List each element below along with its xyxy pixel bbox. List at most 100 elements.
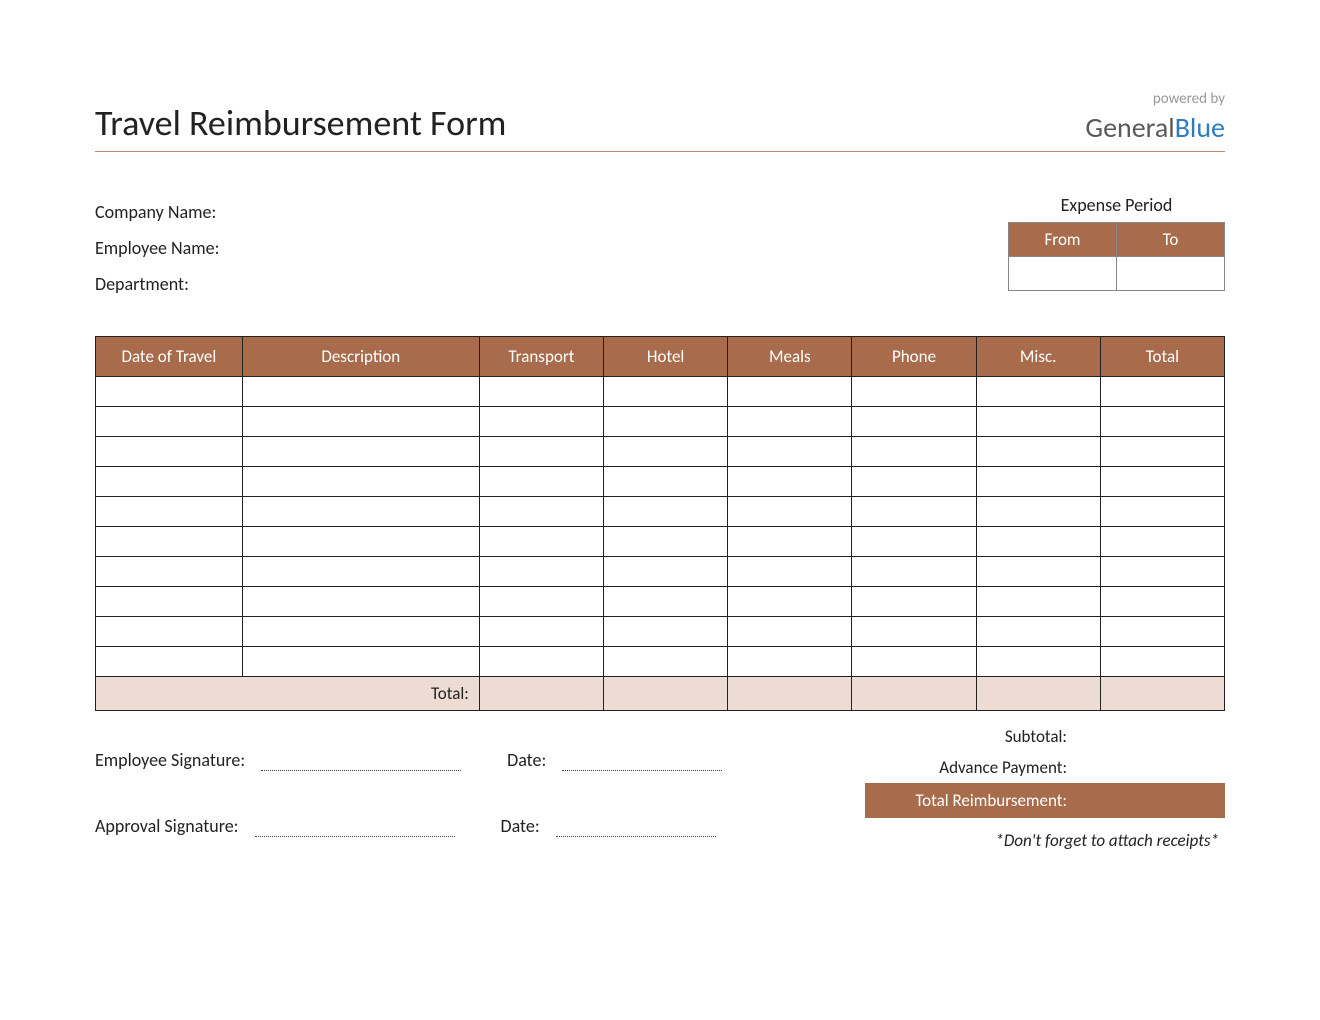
table-cell[interactable] [1100, 647, 1224, 677]
table-body: Total: [96, 377, 1225, 711]
table-cell[interactable] [242, 557, 479, 587]
expense-from-cell[interactable] [1009, 257, 1117, 291]
approval-date-line[interactable] [556, 836, 716, 837]
table-cell[interactable] [479, 497, 603, 527]
table-cell[interactable] [96, 527, 243, 557]
table-cell[interactable] [976, 647, 1100, 677]
table-cell[interactable] [242, 437, 479, 467]
table-cell[interactable] [976, 497, 1100, 527]
info-left: Company Name: Employee Name: Department: [95, 194, 219, 302]
table-cell[interactable] [479, 527, 603, 557]
table-cell[interactable] [96, 587, 243, 617]
table-cell[interactable] [479, 557, 603, 587]
table-cell[interactable] [728, 647, 852, 677]
table-cell[interactable] [1100, 377, 1224, 407]
table-cell[interactable] [1100, 527, 1224, 557]
table-cell[interactable] [604, 647, 728, 677]
table-cell[interactable] [976, 557, 1100, 587]
employee-signature-line[interactable] [261, 770, 461, 771]
employee-date-line[interactable] [562, 770, 722, 771]
table-cell[interactable] [604, 557, 728, 587]
table-cell[interactable] [728, 377, 852, 407]
table-row [96, 497, 1225, 527]
table-cell[interactable] [604, 527, 728, 557]
table-cell[interactable] [1100, 617, 1224, 647]
table-cell[interactable] [96, 617, 243, 647]
table-cell[interactable] [479, 617, 603, 647]
table-cell[interactable] [976, 377, 1100, 407]
table-cell[interactable] [1100, 497, 1224, 527]
table-cell[interactable] [604, 467, 728, 497]
table-total-cell [852, 677, 976, 711]
table-cell[interactable] [479, 437, 603, 467]
table-total-row: Total: [96, 677, 1225, 711]
table-cell[interactable] [604, 437, 728, 467]
company-name-label: Company Name: [95, 194, 219, 230]
table-cell[interactable] [479, 587, 603, 617]
table-cell[interactable] [242, 497, 479, 527]
table-cell[interactable] [976, 617, 1100, 647]
table-cell[interactable] [604, 617, 728, 647]
table-row [96, 617, 1225, 647]
table-cell[interactable] [1100, 557, 1224, 587]
table-cell[interactable] [728, 407, 852, 437]
table-cell[interactable] [852, 647, 976, 677]
table-cell[interactable] [976, 587, 1100, 617]
table-cell[interactable] [96, 497, 243, 527]
table-cell[interactable] [1100, 467, 1224, 497]
table-cell[interactable] [852, 527, 976, 557]
table-cell[interactable] [242, 617, 479, 647]
approval-signature-line[interactable] [255, 836, 455, 837]
table-total-cell [479, 677, 603, 711]
table-cell[interactable] [852, 557, 976, 587]
table-cell[interactable] [728, 587, 852, 617]
table-cell[interactable] [852, 377, 976, 407]
table-cell[interactable] [976, 527, 1100, 557]
table-cell[interactable] [96, 407, 243, 437]
table-cell[interactable] [1100, 437, 1224, 467]
table-cell[interactable] [604, 497, 728, 527]
table-cell[interactable] [604, 587, 728, 617]
employee-signature-label: Employee Signature: [95, 749, 245, 771]
table-cell[interactable] [604, 407, 728, 437]
table-cell[interactable] [976, 437, 1100, 467]
table-cell[interactable] [479, 647, 603, 677]
table-cell[interactable] [242, 647, 479, 677]
table-cell[interactable] [852, 497, 976, 527]
table-cell[interactable] [852, 617, 976, 647]
table-cell[interactable] [242, 467, 479, 497]
table-cell[interactable] [96, 437, 243, 467]
table-cell[interactable] [852, 587, 976, 617]
table-cell[interactable] [1100, 587, 1224, 617]
table-cell[interactable] [242, 527, 479, 557]
table-cell[interactable] [852, 467, 976, 497]
table-cell[interactable] [96, 647, 243, 677]
table-cell[interactable] [479, 407, 603, 437]
table-cell[interactable] [976, 407, 1100, 437]
table-cell[interactable] [96, 467, 243, 497]
table-cell[interactable] [852, 437, 976, 467]
table-cell[interactable] [96, 557, 243, 587]
table-cell[interactable] [728, 527, 852, 557]
table-cell[interactable] [976, 467, 1100, 497]
table-cell[interactable] [479, 467, 603, 497]
table-cell[interactable] [96, 377, 243, 407]
table-cell[interactable] [242, 407, 479, 437]
employee-signature-row: Employee Signature: Date: [95, 749, 722, 771]
table-cell[interactable] [242, 587, 479, 617]
table-cell[interactable] [728, 617, 852, 647]
table-cell[interactable] [728, 557, 852, 587]
column-header: Misc. [976, 337, 1100, 377]
table-row [96, 647, 1225, 677]
table-cell[interactable] [1100, 407, 1224, 437]
table-row [96, 377, 1225, 407]
table-cell[interactable] [242, 377, 479, 407]
table-cell[interactable] [479, 377, 603, 407]
table-cell[interactable] [728, 467, 852, 497]
table-cell[interactable] [604, 377, 728, 407]
table-cell[interactable] [852, 407, 976, 437]
logo: GeneralBlue [1085, 110, 1225, 145]
table-cell[interactable] [728, 437, 852, 467]
expense-to-cell[interactable] [1117, 257, 1225, 291]
table-cell[interactable] [728, 497, 852, 527]
